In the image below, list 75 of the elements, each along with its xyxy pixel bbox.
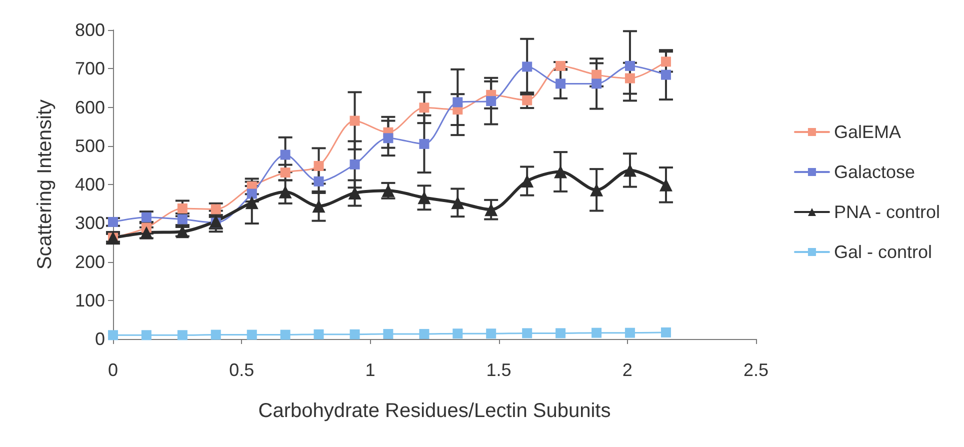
point [452, 328, 463, 339]
point [522, 95, 532, 106]
point [554, 165, 568, 178]
y-tick-label: 0 [94, 329, 105, 349]
point [590, 183, 604, 196]
point [246, 188, 257, 199]
point [624, 73, 635, 84]
point [350, 159, 360, 170]
point [624, 328, 635, 338]
point [486, 328, 496, 339]
point [660, 70, 671, 80]
legend-label: Galactose [834, 162, 916, 182]
y-tick-label: 200 [74, 252, 105, 272]
y-tick-label: 700 [74, 58, 105, 79]
point [278, 185, 292, 198]
point [556, 60, 566, 71]
point [419, 328, 430, 339]
point [451, 196, 464, 210]
y-tick-label: 800 [74, 20, 105, 40]
point [141, 330, 152, 340]
y-tick-label: 400 [74, 174, 105, 194]
point [383, 133, 394, 144]
y-tick-label: 300 [74, 213, 105, 234]
point [522, 62, 532, 72]
point [314, 160, 324, 171]
point [350, 116, 360, 126]
y-tick-label: 600 [74, 97, 105, 118]
point [348, 186, 362, 200]
y-axis-title: Scattering Intensity [34, 99, 56, 270]
x-tick-label: 0.5 [229, 360, 254, 380]
x-tick-label: 1.5 [486, 360, 512, 380]
point [280, 168, 290, 178]
y-tick-label: 100 [74, 290, 105, 310]
point [418, 191, 431, 204]
point [246, 330, 257, 340]
point [280, 150, 290, 160]
point [280, 330, 290, 340]
point [383, 328, 394, 339]
point [419, 138, 430, 149]
point [484, 203, 498, 216]
point [556, 328, 566, 338]
point [660, 56, 671, 67]
point [486, 96, 496, 106]
point [210, 204, 221, 214]
point [660, 327, 671, 338]
point [245, 196, 258, 210]
point [350, 329, 360, 340]
point [592, 78, 602, 89]
x-tick-label: 0 [108, 360, 118, 380]
point [624, 60, 635, 71]
x-tick-label: 2.5 [743, 360, 769, 380]
legend-label: GalEMA [834, 122, 901, 142]
point [210, 330, 221, 340]
point [452, 97, 463, 108]
point [659, 178, 672, 192]
legend-label: Gal - control [834, 242, 932, 262]
point [314, 329, 324, 340]
point [177, 203, 188, 214]
point [312, 200, 326, 213]
point [623, 164, 636, 177]
point [520, 174, 534, 188]
point [592, 328, 602, 338]
legend-label: PNA - control [834, 202, 940, 222]
x-axis-title: Carbohydrate Residues/Lectin Subunits [258, 400, 611, 422]
point [419, 102, 430, 113]
point [314, 176, 324, 186]
point [556, 78, 566, 89]
point [177, 330, 188, 340]
x-tick-label: 1 [365, 360, 376, 380]
point [522, 328, 532, 338]
point [141, 212, 152, 222]
y-tick-label: 500 [74, 136, 105, 156]
x-tick-label: 2 [622, 360, 632, 380]
point [108, 216, 118, 227]
point [108, 330, 118, 340]
